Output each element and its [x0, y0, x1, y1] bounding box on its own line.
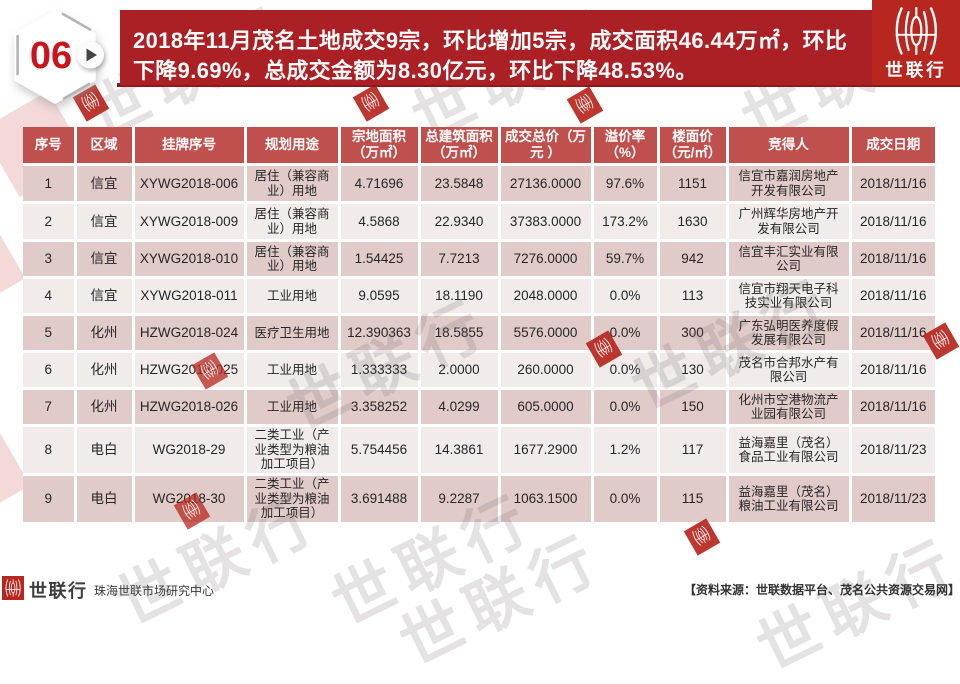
svg-text:06: 06: [30, 35, 72, 77]
